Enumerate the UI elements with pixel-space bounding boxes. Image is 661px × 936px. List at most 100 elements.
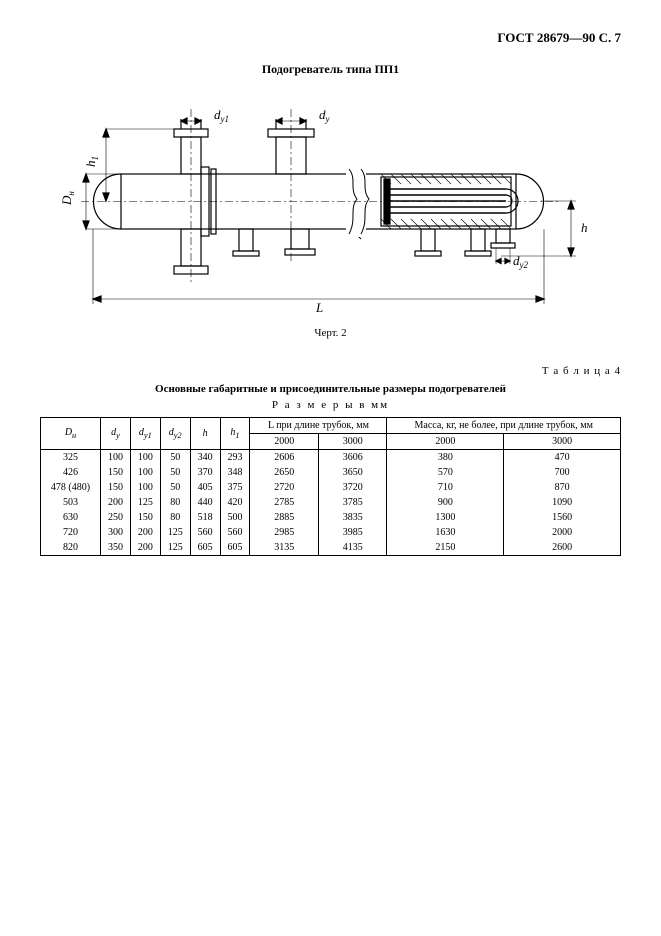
dimensions-table: Dнdydy1dy2hh1L при длине трубок, ммМасса… <box>40 417 621 556</box>
column-header: h1 <box>220 418 250 450</box>
table-cell: 125 <box>160 525 190 540</box>
table-cell: 870 <box>504 480 621 495</box>
table-cell: 3835 <box>318 510 387 525</box>
table-cell: 3720 <box>318 480 387 495</box>
column-header: Dн <box>41 418 101 450</box>
table-cell: 350 <box>101 540 131 556</box>
table-cell: 440 <box>190 495 220 510</box>
table-cell: 300 <box>101 525 131 540</box>
table-cell: 50 <box>160 480 190 495</box>
table-cell: 100 <box>130 480 160 495</box>
table-cell: 250 <box>101 510 131 525</box>
table-cell: 2150 <box>387 540 504 556</box>
table-cell: 2885 <box>250 510 319 525</box>
table-cell: 720 <box>41 525 101 540</box>
svg-text:Dн: Dн <box>59 191 76 206</box>
table-cell: 500 <box>220 510 250 525</box>
table-cell: 80 <box>160 495 190 510</box>
table-cell: 426 <box>41 465 101 480</box>
heater-diagram: dy1 dy dy2 Dн h1 h L <box>51 89 611 319</box>
column-header: dy1 <box>130 418 160 450</box>
table-cell: 560 <box>220 525 250 540</box>
table-cell: 200 <box>130 540 160 556</box>
table-body: 3251001005034029326063606380470426150100… <box>41 450 621 556</box>
table-cell: 900 <box>387 495 504 510</box>
table-cell: 348 <box>220 465 250 480</box>
table-cell: 375 <box>220 480 250 495</box>
svg-text:h1: h1 <box>83 156 100 167</box>
table-cell: 1300 <box>387 510 504 525</box>
table-row: 7203002001255605602985398516302000 <box>41 525 621 540</box>
svg-text:dy2: dy2 <box>513 253 528 270</box>
table-cell: 380 <box>387 450 504 466</box>
table-cell: 3606 <box>318 450 387 466</box>
column-header: h <box>190 418 220 450</box>
column-subheader: 3000 <box>504 434 621 450</box>
svg-text:L: L <box>315 300 323 315</box>
table-cell: 3985 <box>318 525 387 540</box>
table-cell: 340 <box>190 450 220 466</box>
column-header: dy <box>101 418 131 450</box>
table-subtitle: Р а з м е р ы в мм <box>40 399 621 411</box>
table-cell: 2785 <box>250 495 319 510</box>
table-number: Т а б л и ц а 4 <box>40 365 621 377</box>
column-subheader: 2000 <box>250 434 319 450</box>
table-cell: 1630 <box>387 525 504 540</box>
table-cell: 150 <box>101 480 131 495</box>
table-cell: 2650 <box>250 465 319 480</box>
table-title: Основные габаритные и присоединительные … <box>40 383 621 395</box>
table-head: Dнdydy1dy2hh1L при длине трубок, ммМасса… <box>41 418 621 450</box>
table-cell: 2606 <box>250 450 319 466</box>
figure-label: Черт. 2 <box>40 327 621 339</box>
table-row: 8203502001256056053135413521502600 <box>41 540 621 556</box>
table-cell: 700 <box>504 465 621 480</box>
table-cell: 420 <box>220 495 250 510</box>
table-cell: 605 <box>220 540 250 556</box>
table-cell: 100 <box>130 465 160 480</box>
table-cell: 1560 <box>504 510 621 525</box>
table-cell: 3650 <box>318 465 387 480</box>
table-cell: 2720 <box>250 480 319 495</box>
table-cell: 1090 <box>504 495 621 510</box>
table-cell: 150 <box>130 510 160 525</box>
table-cell: 100 <box>130 450 160 466</box>
table-cell: 470 <box>504 450 621 466</box>
heater-subtitle: Подогреватель типа ПП1 <box>40 62 621 77</box>
table-cell: 3135 <box>250 540 319 556</box>
table-cell: 503 <box>41 495 101 510</box>
table-cell: 200 <box>101 495 131 510</box>
table-cell: 820 <box>41 540 101 556</box>
table-cell: 630 <box>41 510 101 525</box>
table-row: 50320012580440420278537859001090 <box>41 495 621 510</box>
column-header: dy2 <box>160 418 190 450</box>
svg-text:h: h <box>581 220 588 235</box>
svg-text:dy: dy <box>319 107 330 124</box>
table-cell: 405 <box>190 480 220 495</box>
table-row: 478 (480)1501005040537527203720710870 <box>41 480 621 495</box>
table-cell: 50 <box>160 465 190 480</box>
table-cell: 100 <box>101 450 131 466</box>
table-cell: 605 <box>190 540 220 556</box>
table-cell: 2000 <box>504 525 621 540</box>
table-cell: 370 <box>190 465 220 480</box>
column-header: Масса, кг, не более, при длине трубок, м… <box>387 418 621 434</box>
table-cell: 80 <box>160 510 190 525</box>
table-row: 3251001005034029326063606380470 <box>41 450 621 466</box>
table-cell: 478 (480) <box>41 480 101 495</box>
table-cell: 200 <box>130 525 160 540</box>
table-cell: 2600 <box>504 540 621 556</box>
page-header: ГОСТ 28679—90 С. 7 <box>40 30 621 46</box>
table-cell: 4135 <box>318 540 387 556</box>
table-cell: 710 <box>387 480 504 495</box>
table-cell: 3785 <box>318 495 387 510</box>
table-cell: 293 <box>220 450 250 466</box>
column-subheader: 2000 <box>387 434 504 450</box>
table-cell: 50 <box>160 450 190 466</box>
column-header: L при длине трубок, мм <box>250 418 387 434</box>
table-cell: 560 <box>190 525 220 540</box>
table-cell: 2985 <box>250 525 319 540</box>
table-row: 630250150805185002885383513001560 <box>41 510 621 525</box>
table-cell: 125 <box>130 495 160 510</box>
column-subheader: 3000 <box>318 434 387 450</box>
table-cell: 150 <box>101 465 131 480</box>
